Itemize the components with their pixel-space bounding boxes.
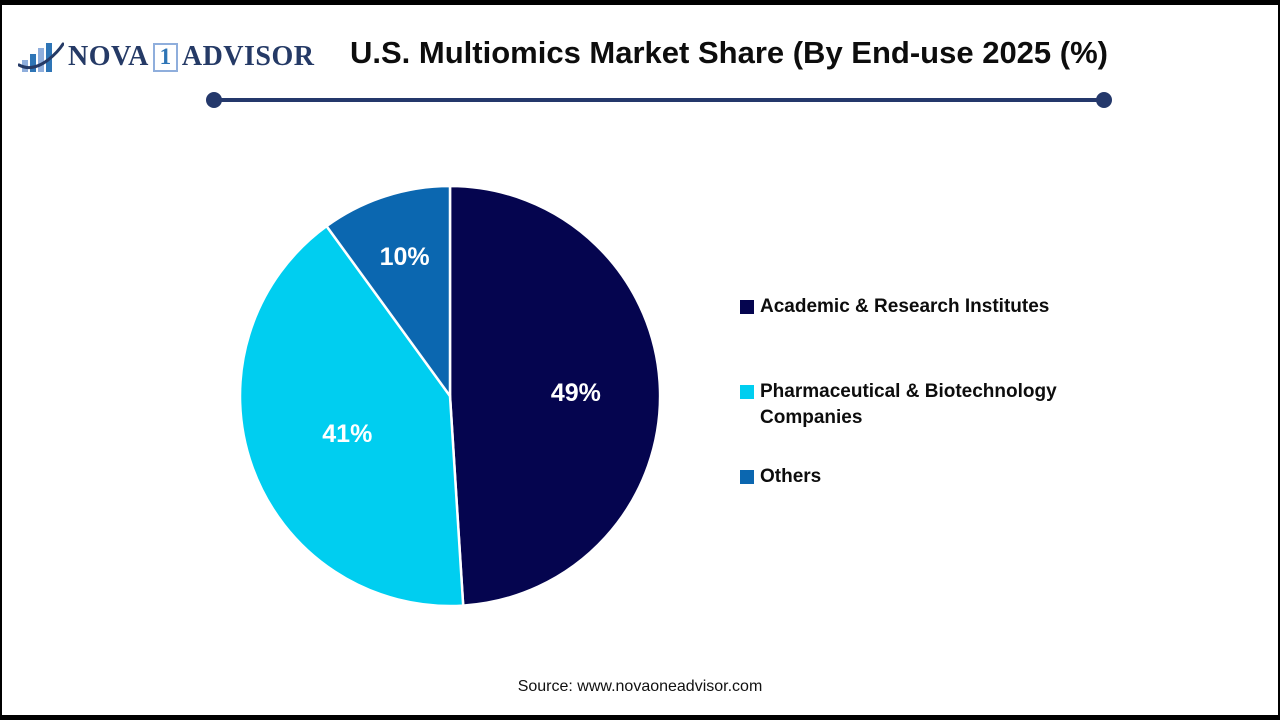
pie-data-label: 49% [551,379,601,407]
legend-label: Pharmaceutical & Biotechnology Companies [760,381,1057,428]
legend-swatch-icon [740,385,754,399]
legend-item-academic: Academic & Research Institutes [740,294,1049,320]
underline-endpoint-left [206,92,222,108]
pie-chart: 49% 41% 10% [238,184,662,608]
legend-item-others: Others [740,464,821,490]
source-text: Source: www.novaoneadvisor.com [517,678,763,695]
brand-text-advisor: ADVISOR [181,41,315,72]
pie-slice-1 [238,224,465,608]
bar-chart-swoosh-icon [18,42,64,72]
legend-label: Academic & Research Institutes [760,296,1050,317]
legend-swatch-icon [740,470,754,484]
page-title: U.S. Multiomics Market Share (By End-use… [350,35,1108,70]
pie-data-label: 41% [322,420,372,448]
brand-logo: NOVA 1 ADVISOR [18,38,314,76]
brand-number-box: 1 [152,42,178,72]
brand-text-nova: NOVA [68,41,149,72]
pie-slice-0 [448,184,662,607]
legend-label: Others [760,466,822,487]
pie-slice-2 [325,184,452,398]
underline-endpoint-right [1096,92,1112,108]
title-underline [213,98,1105,102]
legend-swatch-icon [740,300,754,314]
pie-data-label: 10% [380,243,430,271]
legend-item-pharma: Pharmaceutical & Biotechnology Companies [740,379,1100,431]
